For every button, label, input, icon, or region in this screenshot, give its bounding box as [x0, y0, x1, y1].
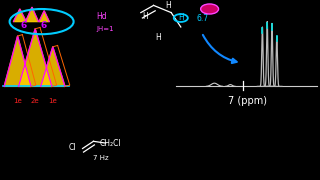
Text: Cl: Cl: [68, 143, 76, 152]
Text: 2e: 2e: [31, 98, 39, 104]
Text: 6.7: 6.7: [197, 14, 209, 23]
Text: JH=1: JH=1: [96, 26, 114, 32]
Polygon shape: [26, 7, 38, 22]
Polygon shape: [4, 36, 31, 86]
Text: 6: 6: [21, 21, 27, 30]
Text: 6: 6: [40, 21, 46, 30]
Polygon shape: [41, 47, 65, 86]
Circle shape: [201, 4, 219, 14]
Text: 7 (ppm): 7 (ppm): [228, 96, 268, 106]
Text: 1e: 1e: [48, 98, 57, 104]
Text: CH₂Cl: CH₂Cl: [100, 140, 121, 148]
Text: H: H: [143, 12, 148, 21]
Text: Hd: Hd: [96, 12, 107, 21]
Text: 7 Hz: 7 Hz: [93, 155, 108, 161]
Text: H: H: [165, 1, 171, 10]
Polygon shape: [39, 11, 49, 22]
Text: H: H: [156, 33, 161, 42]
Text: 1e: 1e: [13, 98, 22, 104]
Polygon shape: [19, 29, 52, 86]
Text: H: H: [178, 14, 184, 22]
Polygon shape: [13, 9, 26, 22]
